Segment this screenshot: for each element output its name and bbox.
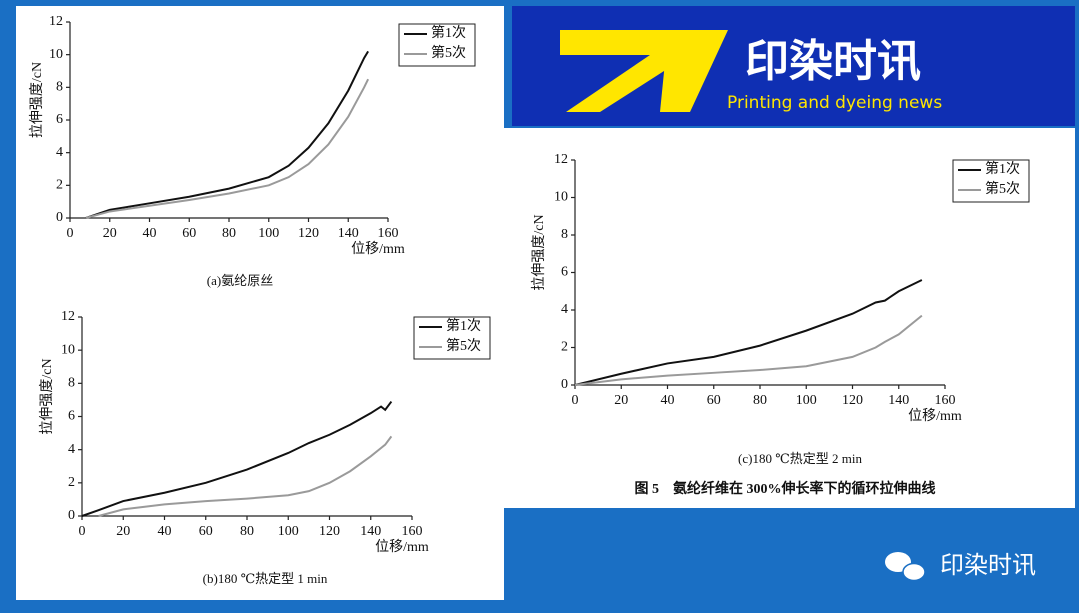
logo-title: 印染时讯 [745,36,921,87]
data-line [85,50,369,219]
x-tick-label: 0 [79,524,86,539]
logo-subtitle: Printing and dyeing news [727,93,942,113]
legend-box [413,316,491,360]
x-tick-label: 20 [103,226,117,241]
data-line [574,314,923,386]
legend-label: 第1次 [985,160,1020,177]
y-axis-label: 拉伸强度/cN [29,62,45,138]
x-tick-label: 20 [116,524,130,539]
y-tick-label: 8 [56,80,63,95]
x-axis-label: 位移/mm [908,408,962,424]
y-tick-label: 6 [561,265,568,280]
legend-label: 第1次 [446,317,481,334]
legend-label: 第5次 [446,337,481,354]
x-tick-label: 40 [661,393,675,408]
legend-label: 第5次 [431,44,466,61]
data-line [85,78,370,219]
x-tick-label: 140 [888,393,909,408]
x-axis-label: 位移/mm [375,539,429,555]
chart-caption: (b)180 ℃热定型 1 min [203,571,328,586]
legend-box [952,159,1030,203]
x-tick-label: 120 [298,226,319,241]
x-tick-label: 160 [935,393,956,408]
y-tick-label: 2 [561,340,568,355]
watermark: 印染时讯 [940,551,1036,579]
x-tick-label: 80 [222,226,236,241]
x-tick-label: 120 [319,524,340,539]
figure-caption: 图 5 氨纶纤维在 300%伸长率下的循环拉伸曲线 [635,480,936,497]
x-tick-label: 0 [67,226,74,241]
x-tick-label: 80 [240,524,254,539]
y-tick-label: 0 [561,377,568,392]
y-tick-label: 10 [49,47,63,62]
logo-shape [560,30,728,112]
wechat-icon [885,552,926,582]
y-axis-label: 拉伸强度/cN [39,358,55,434]
x-tick-label: 60 [182,226,196,241]
y-tick-label: 8 [561,227,568,242]
x-tick-label: 40 [158,524,172,539]
y-tick-label: 0 [68,508,75,523]
legend-label: 第1次 [431,24,466,41]
chart-caption: (c)180 ℃热定型 2 min [738,451,862,466]
x-tick-label: 120 [842,393,863,408]
y-tick-label: 10 [554,190,568,205]
y-tick-label: 0 [56,210,63,225]
x-tick-label: 60 [707,393,721,408]
y-tick-label: 4 [56,145,63,160]
data-line [98,435,393,517]
x-tick-label: 60 [199,524,213,539]
y-tick-label: 4 [561,302,568,317]
y-tick-label: 2 [68,475,75,490]
legend-box [398,23,476,67]
x-tick-label: 40 [143,226,157,241]
y-tick-label: 2 [56,178,63,193]
left-panel [16,6,504,600]
y-tick-label: 12 [61,309,75,324]
y-tick-label: 8 [68,376,75,391]
x-tick-label: 140 [360,524,381,539]
data-line [574,279,923,386]
y-tick-label: 6 [68,409,75,424]
chart-caption: (a)氨纶原丝 [207,273,273,288]
y-tick-label: 12 [554,152,568,167]
data-line [81,400,393,517]
y-axis-label: 拉伸强度/cN [531,214,547,290]
x-tick-label: 160 [402,524,423,539]
y-tick-label: 6 [56,112,63,127]
x-tick-label: 140 [338,226,359,241]
x-tick-label: 80 [753,393,767,408]
logo-shape [660,30,728,112]
x-tick-label: 20 [614,393,628,408]
x-tick-label: 100 [796,393,817,408]
y-tick-label: 4 [68,442,75,457]
x-tick-label: 0 [572,393,579,408]
right-panel [504,128,1075,508]
y-tick-label: 10 [61,342,75,357]
x-tick-label: 100 [258,226,279,241]
y-tick-label: 12 [49,14,63,29]
x-axis-label: 位移/mm [351,241,405,257]
legend-label: 第5次 [985,180,1020,197]
x-tick-label: 160 [378,226,399,241]
x-tick-label: 100 [278,524,299,539]
